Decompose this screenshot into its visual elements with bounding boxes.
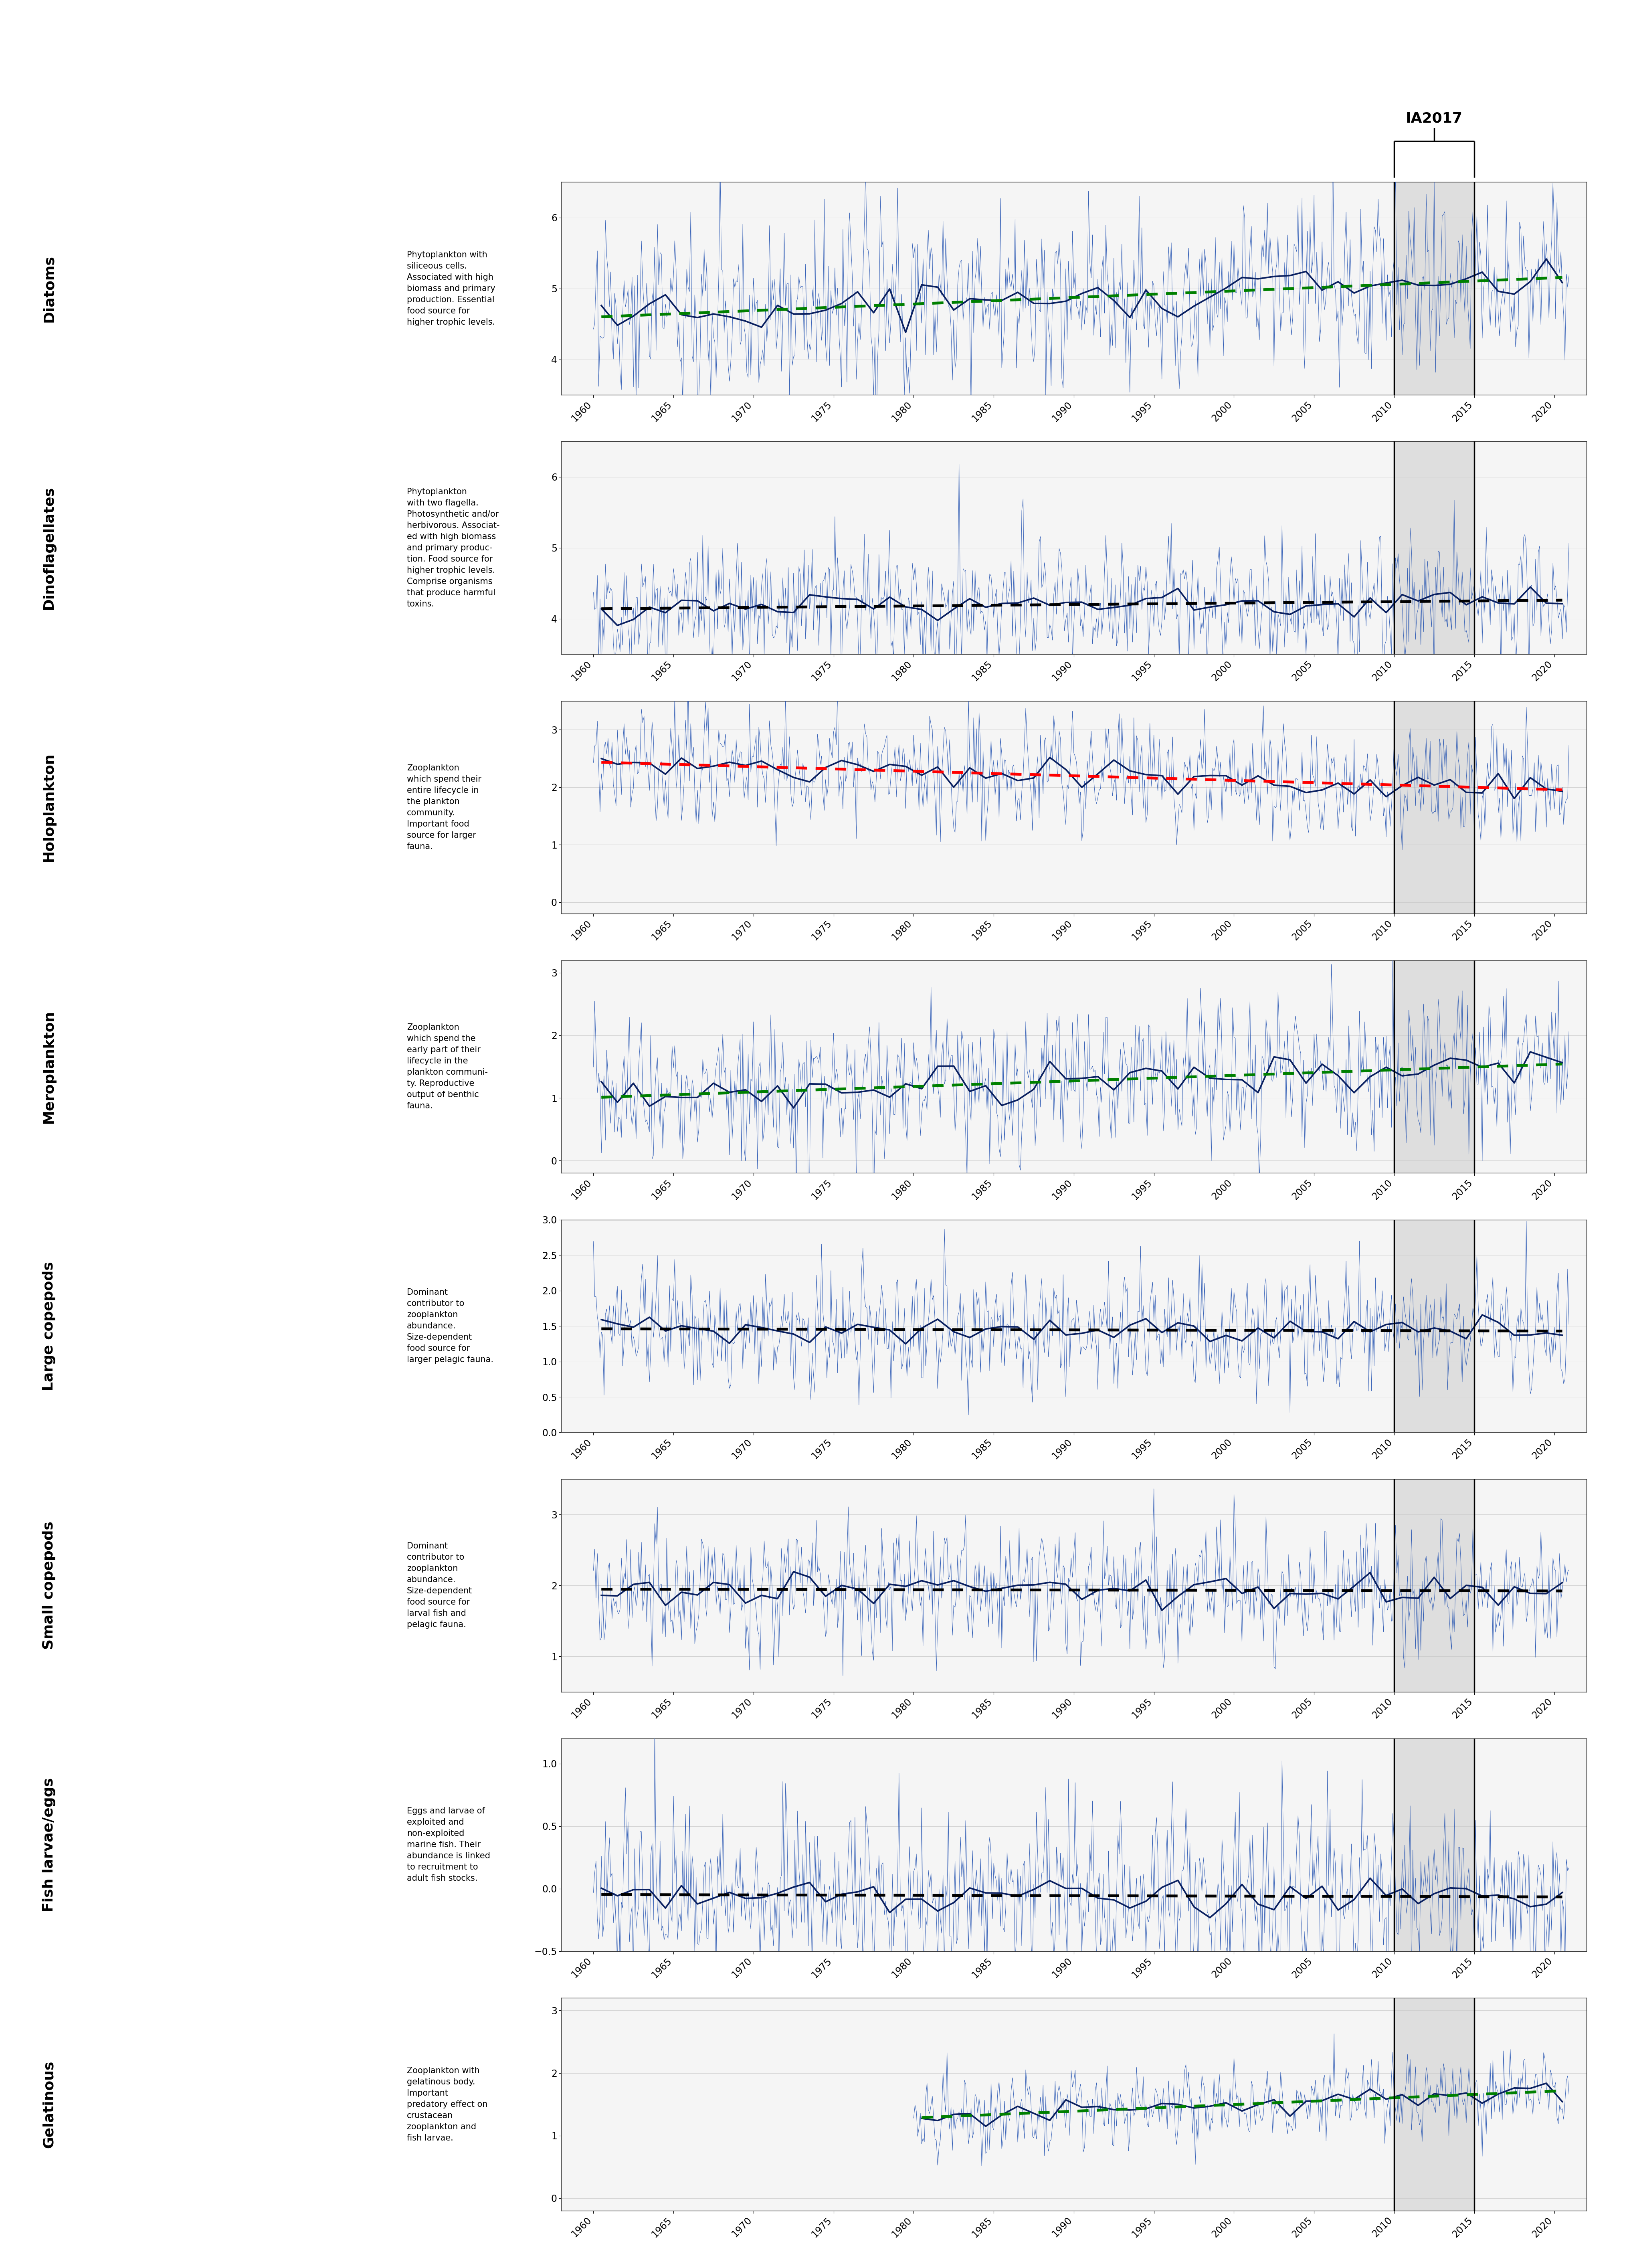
Text: Fish larvae/eggs: Fish larvae/eggs bbox=[42, 1778, 55, 1912]
Bar bbox=[1394, 959, 1474, 1173]
Text: Phytoplankton
with two flagella.
Photosynthetic and/or
herbivorous. Associat-
ed: Phytoplankton with two flagella. Photosy… bbox=[407, 488, 499, 608]
Text: Zooplankton with
gelatinous body.
Important
predatory effect on
crustacean
zoopl: Zooplankton with gelatinous body. Import… bbox=[407, 2066, 488, 2141]
Bar bbox=[1394, 442, 1474, 653]
Bar bbox=[1394, 1998, 1474, 2211]
Bar bbox=[1394, 1220, 1474, 1433]
Text: Holoplankton: Holoplankton bbox=[42, 753, 55, 862]
Text: Dinoflagellates: Dinoflagellates bbox=[42, 485, 55, 610]
Text: Zooplankton
which spend the
early part of their
lifecycle in the
plankton commun: Zooplankton which spend the early part o… bbox=[407, 1023, 488, 1109]
Bar bbox=[1394, 1740, 1474, 1950]
Text: IA2017: IA2017 bbox=[1406, 111, 1463, 125]
Text: Small copepods: Small copepods bbox=[42, 1522, 55, 1649]
Text: Diatoms: Diatoms bbox=[42, 254, 55, 322]
Bar bbox=[1394, 1479, 1474, 1692]
Text: Dominant
contributor to
zooplankton
abundance.
Size-dependent
food source for
la: Dominant contributor to zooplankton abun… bbox=[407, 1542, 472, 1628]
Text: Eggs and larvae of
exploited and
non-exploited
marine fish. Their
abundance is l: Eggs and larvae of exploited and non-exp… bbox=[407, 1808, 490, 1882]
Bar bbox=[1394, 181, 1474, 395]
Text: Large copepods: Large copepods bbox=[42, 1261, 55, 1390]
Text: Gelatinous: Gelatinous bbox=[42, 2062, 55, 2148]
Text: Dominant
contributor to
zooplankton
abundance.
Size-dependent
food source for
la: Dominant contributor to zooplankton abun… bbox=[407, 1288, 493, 1363]
Text: Meroplankton: Meroplankton bbox=[42, 1009, 55, 1123]
Bar bbox=[1394, 701, 1474, 914]
Text: Zooplankton
which spend their
entire lifecycle in
the plankton
community.
Import: Zooplankton which spend their entire lif… bbox=[407, 764, 482, 850]
Text: Phytoplankton with
siliceous cells.
Associated with high
biomass and primary
pro: Phytoplankton with siliceous cells. Asso… bbox=[407, 252, 495, 327]
